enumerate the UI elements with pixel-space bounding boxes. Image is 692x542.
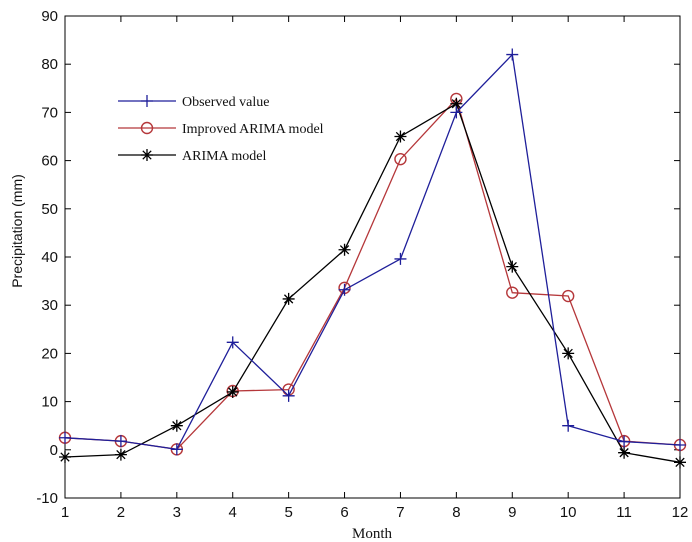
data-point-observed-value: [618, 435, 631, 448]
y-tick-label: -10: [36, 490, 58, 507]
y-tick-label: 90: [41, 8, 58, 25]
data-point-arima-model: [282, 292, 295, 305]
series-layer: [58, 48, 687, 469]
x-tick-label: 7: [396, 504, 404, 521]
y-tick-label: 80: [41, 56, 58, 73]
y-tick-label: 50: [41, 201, 58, 218]
axes: [64, 15, 681, 499]
data-point-arima-model: [226, 385, 239, 398]
legend-entry-arima-model: ARIMA model: [118, 149, 267, 164]
legend-entry-observed-value: Observed value: [118, 95, 269, 110]
data-point-arima-model: [59, 451, 71, 464]
x-tick-label: 6: [340, 504, 348, 521]
data-point-arima-model: [562, 347, 575, 360]
y-tick-label: 70: [41, 104, 58, 121]
x-tick-label: 11: [616, 504, 632, 521]
legend-marker: [140, 121, 154, 135]
data-point-arima-model: [338, 243, 351, 256]
series-line-observed-value: [64, 53, 681, 451]
legend-entry-improved-arima-model: Improved ARIMA model: [118, 121, 324, 137]
data-point-arima-model: [170, 419, 183, 432]
legend-label: ARIMA model: [182, 149, 267, 164]
y-tick-label: 60: [41, 153, 58, 170]
data-point-observed-value: [394, 252, 407, 265]
series-line-arima-model: [64, 102, 681, 463]
x-tick-label: 2: [117, 504, 125, 521]
y-axis-label: Precipitation (mm): [9, 174, 25, 288]
y-tick-label: 30: [41, 297, 58, 314]
x-tick-label: 1: [61, 504, 69, 521]
data-point-arima-model: [618, 446, 631, 459]
x-tick-label: 10: [560, 504, 577, 521]
legend: Observed value Improved ARIMA model ARIMA …: [118, 95, 324, 164]
x-axis-label: Month: [352, 526, 393, 542]
x-tick-label: 8: [452, 504, 460, 521]
data-point-observed-value: [282, 389, 295, 402]
y-tick-label: 20: [41, 345, 58, 362]
y-tick-label: 10: [41, 394, 58, 411]
data-point-improved-arima-model: [561, 289, 575, 303]
plot-frame: [64, 15, 681, 499]
data-point-observed-value: [674, 438, 686, 451]
x-tick-label: 9: [508, 504, 516, 521]
data-point-observed-value: [59, 431, 71, 444]
legend-label: Observed value: [182, 95, 269, 110]
y-tick-label: 40: [41, 249, 58, 266]
x-tick-label: 3: [173, 504, 181, 521]
x-tick-label: 5: [284, 504, 292, 521]
series-arima-model: [59, 97, 686, 469]
data-point-arima-model: [450, 97, 463, 110]
legend-marker: [141, 95, 153, 107]
data-point-observed-value: [338, 283, 351, 296]
data-point-observed-value: [450, 106, 463, 119]
x-tick-label: 4: [229, 504, 237, 521]
data-point-arima-model: [506, 260, 519, 273]
data-point-observed-value: [170, 443, 183, 456]
data-point-improved-arima-model: [394, 152, 407, 166]
data-point-observed-value: [226, 336, 239, 349]
data-point-improved-arima-model: [506, 286, 519, 299]
y-tick-label: 0: [50, 442, 58, 459]
data-point-arima-model: [114, 448, 127, 461]
data-point-observed-value: [506, 48, 519, 61]
series-observed-value: [59, 48, 686, 456]
data-point-arima-model: [394, 130, 407, 143]
data-point-arima-model: [674, 456, 686, 469]
legend-marker: [141, 149, 153, 161]
data-point-observed-value: [562, 419, 575, 432]
legend-label: Improved ARIMA model: [182, 122, 324, 137]
data-point-observed-value: [114, 435, 127, 448]
x-tick-label: 12: [672, 504, 689, 521]
